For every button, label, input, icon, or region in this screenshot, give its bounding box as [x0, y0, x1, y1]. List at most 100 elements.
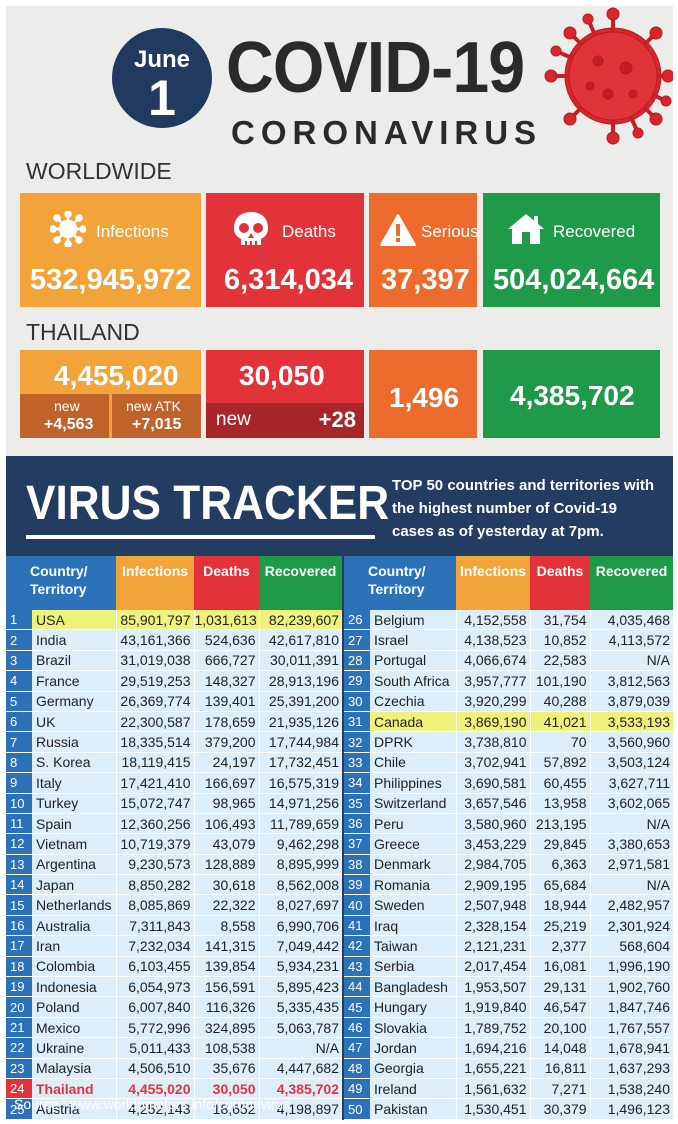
deaths-cell: 35,676 — [193, 1058, 259, 1079]
table-row: 12 Vietnam 10,719,379 43,079 9,462,298 — [6, 833, 342, 855]
recovered-cell: 1,847,746 — [589, 996, 673, 1018]
thailand-deaths-value: 30,050 — [239, 360, 325, 391]
recovered-cell: 14,971,256 — [258, 793, 342, 814]
rank-cell: 5 — [6, 691, 32, 712]
table-row: 18 Colombia 6,103,455 139,854 5,934,231 — [6, 956, 342, 978]
deaths-cell: 116,326 — [193, 996, 259, 1018]
table-row: 38 Denmark 2,984,705 6,363 2,971,581 — [344, 854, 673, 876]
table-row: 22 Ukraine 5,011,433 108,538 N/A — [6, 1037, 342, 1059]
tracker-table-right: Country/Territory Infections Deaths Reco… — [344, 556, 673, 1120]
country-cell: Chile — [370, 752, 456, 774]
recovered-cell: 5,934,231 — [258, 956, 342, 978]
recovered-cell: 8,027,697 — [258, 894, 342, 916]
deaths-cell: 108,538 — [193, 1037, 259, 1059]
table-row: 40 Sweden 2,507,948 18,944 2,482,957 — [344, 894, 673, 916]
table-row: 4 France 29,519,253 148,327 28,913,196 — [6, 670, 342, 692]
country-cell: UK — [32, 711, 116, 733]
country-cell: Peru — [370, 813, 456, 835]
rank-cell: 11 — [6, 813, 32, 835]
rank-cell: 13 — [6, 854, 32, 876]
country-cell: USA — [32, 610, 116, 631]
infections-cell: 10,719,379 — [115, 833, 194, 855]
tracker-description: TOP 50 countries and territories with th… — [392, 474, 662, 543]
rank-cell: 48 — [344, 1058, 370, 1079]
rank-cell: 36 — [344, 813, 370, 835]
worldwide-label: WORLDWIDE — [26, 158, 172, 184]
deaths-cell: 22,322 — [193, 894, 259, 916]
rank-cell: 18 — [6, 956, 32, 978]
recovered-cell: 3,380,653 — [589, 833, 673, 855]
deaths-cell: 6,363 — [529, 854, 590, 876]
infections-cell: 4,138,523 — [455, 629, 530, 651]
tracker-title: VIRUS TRACKER — [26, 477, 390, 530]
country-cell: Slovakia — [370, 1017, 456, 1039]
serious-label: Serious — [421, 222, 479, 241]
tracker-desc-highlight: TOP 50 — [392, 477, 444, 494]
country-cell: Brazil — [32, 650, 116, 672]
deaths-cell: 139,854 — [193, 956, 259, 978]
recovered-cell: 1,996,190 — [589, 956, 673, 978]
country-cell: Denmark — [370, 854, 456, 876]
table-row: 9 Italy 17,421,410 166,697 16,575,319 — [6, 772, 342, 794]
table-row: 7 Russia 18,335,514 379,200 17,744,984 — [6, 731, 342, 753]
infections-cell: 26,369,774 — [115, 691, 194, 712]
country-cell: Iran — [32, 935, 116, 957]
recovered-cell: 17,732,451 — [258, 752, 342, 774]
warning-icon — [380, 214, 416, 246]
country-cell: Canada — [370, 711, 456, 733]
recovered-cell: 82,239,607 — [258, 610, 342, 631]
country-cell: Romania — [370, 874, 456, 896]
date-month: June — [133, 46, 190, 73]
rank-cell: 7 — [6, 731, 32, 753]
date-badge: June 1 — [112, 28, 212, 128]
rank-cell: 21 — [6, 1017, 32, 1039]
page-title: COVID-19 — [226, 28, 525, 108]
recovered-cell: 2,482,957 — [589, 894, 673, 916]
deaths-cell: 18,652 — [193, 1098, 259, 1120]
country-cell: Vietnam — [32, 833, 116, 855]
worldwide-recovered-value: 504,024,664 — [493, 264, 655, 296]
table-row: 10 Turkey 15,072,747 98,965 14,971,256 — [6, 793, 342, 814]
table-row: 20 Poland 6,007,840 116,326 5,335,435 — [6, 996, 342, 1018]
table-row: 15 Netherlands 8,085,869 22,322 8,027,697 — [6, 894, 342, 916]
rank-cell: 50 — [344, 1098, 370, 1120]
infections-cell: 7,311,843 — [115, 915, 194, 937]
infographic-card: June 1 COVID-19 CORONAVIRUS — [6, 6, 673, 1120]
infections-cell: 7,232,034 — [115, 935, 194, 957]
rank-cell: 14 — [6, 874, 32, 896]
rank-cell: 34 — [344, 772, 370, 794]
deaths-cell: 40,288 — [529, 691, 590, 712]
page-subtitle: CORONAVIRUS — [231, 114, 543, 151]
recovered-cell: 3,560,960 — [589, 731, 673, 753]
table-row: 41 Iraq 2,328,154 25,219 2,301,924 — [344, 915, 673, 937]
infections-cell: 3,453,229 — [455, 833, 530, 855]
deaths-cell: 65,684 — [529, 874, 590, 896]
country-cell: Czechia — [370, 691, 456, 712]
rank-cell: 17 — [6, 935, 32, 957]
recovered-cell: 25,391,200 — [258, 691, 342, 712]
country-cell: Mexico — [32, 1017, 116, 1039]
rank-cell: 6 — [6, 711, 32, 733]
infections-cell: 1,694,216 — [455, 1037, 530, 1059]
country-cell: Serbia — [370, 956, 456, 978]
deaths-cell: 60,455 — [529, 772, 590, 794]
rank-cell: 1 — [6, 610, 32, 631]
infections-cell: 5,772,996 — [115, 1017, 194, 1039]
country-cell: Jordan — [370, 1037, 456, 1059]
table-row: 35 Switzerland 3,657,546 13,958 3,602,065 — [344, 793, 673, 814]
infections-cell: 8,850,282 — [115, 874, 194, 896]
country-cell: DPRK — [370, 731, 456, 753]
deaths-cell: 98,965 — [193, 793, 259, 814]
country-cell: Georgia — [370, 1058, 456, 1079]
rank-cell: 29 — [344, 670, 370, 692]
recovered-cell: 30,011,391 — [258, 650, 342, 672]
infections-cell: 3,580,960 — [455, 813, 530, 835]
country-cell: Malaysia — [32, 1058, 116, 1079]
infections-cell: 5,011,433 — [115, 1037, 194, 1059]
recovered-cell: 3,627,711 — [589, 772, 673, 794]
table-row: 36 Peru 3,580,960 213,195 N/A — [344, 813, 673, 835]
worldwide-deaths-tile: Deaths 6,314,034 — [206, 193, 364, 307]
infections-cell: 6,054,973 — [115, 976, 194, 998]
country-cell: Germany — [32, 691, 116, 712]
rank-cell: 43 — [344, 956, 370, 978]
